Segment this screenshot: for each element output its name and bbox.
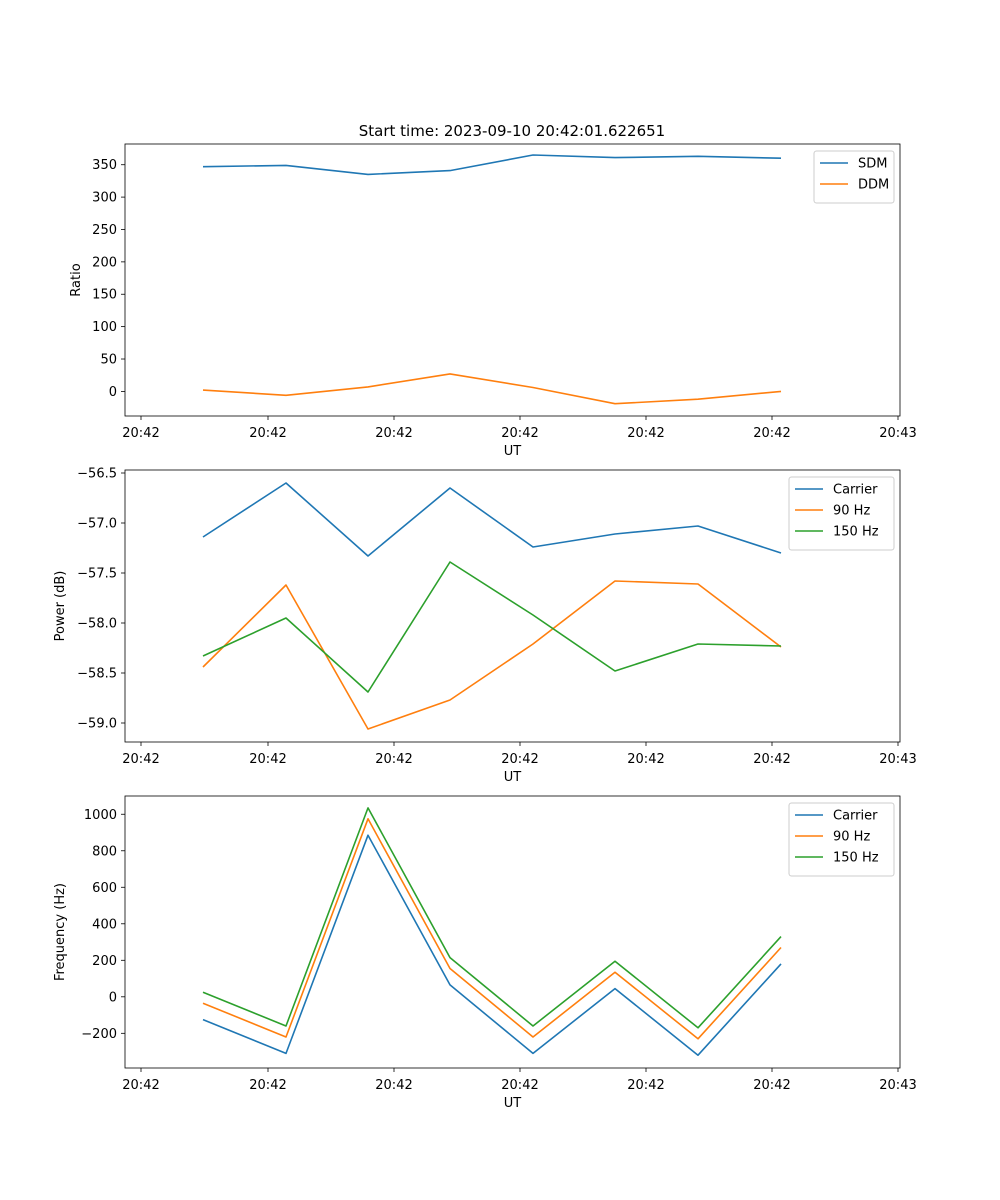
legend-entry: Carrier (833, 809, 878, 824)
y-tick-label: 1000 (84, 808, 117, 823)
x-tick-label: 20:42 (249, 426, 286, 441)
y-axis-label: Frequency (Hz) (53, 883, 68, 981)
x-tick-label: 20:43 (879, 1078, 916, 1093)
legend: Carrier 90 Hz 150 Hz (788, 802, 895, 877)
series-line-150-hz (202, 561, 782, 693)
series-line-90-hz (202, 580, 782, 730)
x-tick-label: 20:42 (501, 1078, 538, 1093)
y-tick-label: −59.0 (77, 717, 117, 732)
x-tick-label: 20:42 (753, 752, 790, 767)
legend-entry: 150 Hz (833, 525, 879, 540)
x-tick-label: 20:42 (375, 1078, 412, 1093)
plot-frame (124, 143, 901, 417)
x-tick-label: 20:42 (753, 1078, 790, 1093)
y-tick-label: 0 (109, 385, 117, 400)
y-tick-label: 250 (92, 223, 117, 238)
x-tick-label: 20:43 (879, 426, 916, 441)
x-tick-label: 20:42 (753, 426, 790, 441)
y-tick-label: 200 (92, 255, 117, 270)
y-tick-label: −58.5 (77, 667, 117, 682)
x-tick-label: 20:42 (627, 1078, 664, 1093)
chart-panels: 20:42 20:42 20:42 20:42 20:42 20:42 20:43 0 50 10… (53, 143, 917, 1111)
y-tick-label: −58.0 (77, 617, 117, 632)
legend: SDM DDM (813, 150, 895, 204)
legend: Carrier 90 Hz 150 Hz (788, 476, 895, 551)
y-tick-label: 50 (100, 353, 117, 368)
x-tick-label: 20:42 (249, 752, 286, 767)
y-tick-label: −56.5 (77, 467, 117, 482)
y-tick-label: 200 (92, 954, 117, 969)
x-tick-label: 20:42 (375, 426, 412, 441)
plot-frame (124, 795, 901, 1069)
series-line-carrier (202, 834, 782, 1056)
chart-3: 20:42 20:42 20:42 20:42 20:42 20:42 20:43 −200 0… (53, 795, 917, 1111)
y-tick-label: 800 (92, 844, 117, 859)
y-tick-label: 100 (92, 320, 117, 335)
x-tick-label: 20:42 (501, 426, 538, 441)
legend-entry: 90 Hz (833, 830, 870, 845)
legend-box (813, 150, 895, 204)
plot-frame (124, 469, 901, 743)
x-tick-label: 20:42 (627, 426, 664, 441)
y-tick-label: −57.5 (77, 567, 117, 582)
y-tick-label: 300 (92, 191, 117, 206)
x-tick-label: 20:42 (249, 1078, 286, 1093)
x-tick-label: 20:42 (122, 1078, 159, 1093)
x-tick-label: 20:43 (879, 752, 916, 767)
y-axis-label: Power (dB) (53, 571, 68, 642)
y-tick-label: 150 (92, 288, 117, 303)
y-axis-label: Ratio (69, 263, 84, 296)
y-tick-label: 600 (92, 881, 117, 896)
series-line-sdm (202, 154, 782, 176)
legend-entry: SDM (858, 157, 887, 172)
y-tick-label: 0 (109, 990, 117, 1005)
y-tick-label: 350 (92, 158, 117, 173)
x-tick-label: 20:42 (501, 752, 538, 767)
x-axis-label: UT (504, 1096, 522, 1111)
y-tick-label: −57.0 (77, 517, 117, 532)
x-axis-label: UT (504, 770, 522, 785)
x-tick-label: 20:42 (627, 752, 664, 767)
legend-entry: Carrier (833, 483, 878, 498)
x-tick-label: 20:42 (375, 752, 412, 767)
series-line-ddm (202, 373, 782, 405)
figure-title: Start time: 2023-09-10 20:42:01.622651 (359, 122, 665, 140)
chart-1: 20:42 20:42 20:42 20:42 20:42 20:42 20:43 0 50 10… (69, 143, 917, 459)
y-tick-label: 400 (92, 917, 117, 932)
legend-entry: 150 Hz (833, 851, 879, 866)
legend-entry: DDM (858, 178, 889, 193)
x-axis-label: UT (504, 444, 522, 459)
series-line-90-hz (202, 817, 782, 1040)
legend-entry: 90 Hz (833, 504, 870, 519)
x-tick-label: 20:42 (122, 426, 159, 441)
series-line-carrier (202, 482, 782, 557)
series-line-150-hz (202, 807, 782, 1029)
chart-2: 20:42 20:42 20:42 20:42 20:42 20:42 20:43 −59.0… (53, 467, 917, 786)
x-tick-label: 20:42 (122, 752, 159, 767)
y-tick-label: −200 (81, 1027, 117, 1042)
